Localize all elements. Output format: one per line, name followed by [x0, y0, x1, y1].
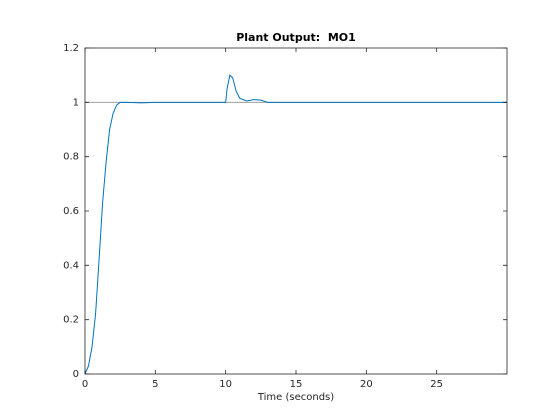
y-tick-label: 1.2	[63, 43, 79, 54]
x-tick-label: 0	[82, 379, 88, 390]
y-tick-label: 0.6	[63, 206, 79, 217]
x-tick-label: 5	[152, 379, 158, 390]
y-tick-label: 0	[73, 369, 79, 380]
x-tick-label: 10	[219, 379, 232, 390]
y-tick-label: 1	[73, 97, 79, 108]
x-tick-label: 20	[360, 379, 373, 390]
x-tick-label: 15	[290, 379, 303, 390]
data-line	[84, 74, 507, 375]
y-tick-label: 0.8	[63, 152, 79, 163]
x-tick-label: 25	[430, 379, 443, 390]
chart-title: Plant Output: MO1	[236, 31, 356, 44]
x-axis-label: Time (seconds)	[257, 392, 334, 403]
y-tick-label: 0.4	[63, 260, 79, 271]
y-tick-label: 0.2	[63, 315, 79, 326]
